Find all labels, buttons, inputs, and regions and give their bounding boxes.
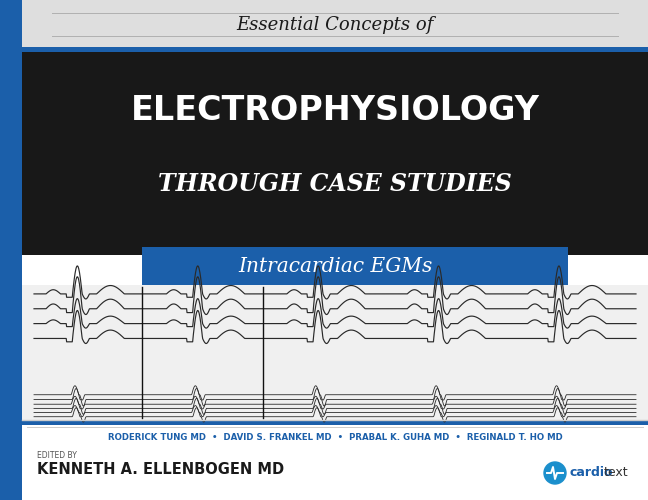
- Circle shape: [544, 462, 566, 484]
- Text: Essential Concepts of: Essential Concepts of: [237, 16, 434, 34]
- Bar: [22, 0, 648, 52]
- Text: Intracardiac EGMs: Intracardiac EGMs: [238, 256, 432, 276]
- Text: RODERICK TUNG MD  •  DAVID S. FRANKEL MD  •  PRABAL K. GUHA MD  •  REGINALD T. H: RODERICK TUNG MD • DAVID S. FRANKEL MD •…: [108, 432, 562, 442]
- Bar: [0, 0, 22, 500]
- Bar: [22, 47, 648, 52]
- Bar: [142, 247, 568, 285]
- Text: KENNETH A. ELLENBOGEN MD: KENNETH A. ELLENBOGEN MD: [37, 462, 284, 477]
- Text: ELECTROPHYSIOLOGY: ELECTROPHYSIOLOGY: [130, 94, 540, 128]
- Text: cardio: cardio: [570, 466, 614, 479]
- Bar: [22, 285, 648, 420]
- Text: EDITED BY: EDITED BY: [37, 450, 77, 460]
- Text: text: text: [604, 466, 629, 479]
- Bar: [22, 52, 648, 255]
- Bar: [22, 420, 648, 500]
- Bar: [22, 420, 648, 425]
- Text: THROUGH CASE STUDIES: THROUGH CASE STUDIES: [158, 172, 512, 196]
